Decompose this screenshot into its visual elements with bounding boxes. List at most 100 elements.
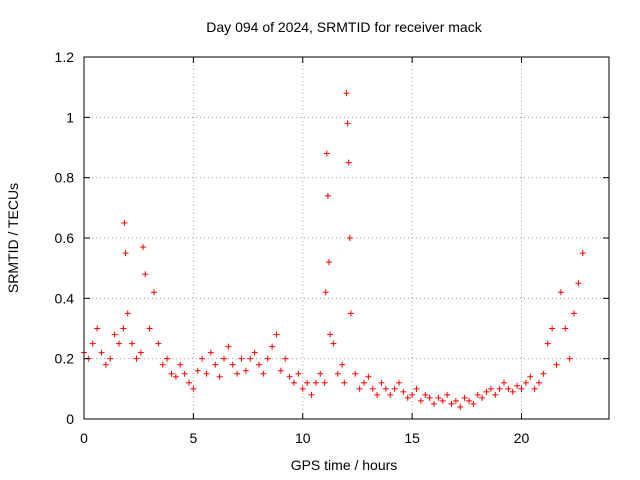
data-point — [120, 325, 127, 332]
data-point — [137, 349, 144, 356]
data-point — [409, 391, 416, 398]
data-point — [159, 361, 166, 368]
data-points — [81, 90, 586, 410]
data-point — [116, 340, 122, 347]
data-point — [492, 391, 499, 398]
x-tick-label: 20 — [514, 430, 530, 446]
data-point — [579, 250, 586, 257]
data-point — [461, 394, 468, 401]
y-tick-label: 0.6 — [55, 230, 75, 246]
data-point — [531, 385, 538, 392]
data-point — [404, 394, 411, 401]
data-point — [308, 391, 315, 398]
data-point — [518, 385, 525, 392]
data-point — [186, 379, 192, 386]
data-point — [575, 280, 582, 287]
data-point — [549, 325, 556, 332]
data-point — [181, 370, 188, 377]
y-tick-label: 0.8 — [55, 170, 75, 186]
data-point — [251, 349, 258, 356]
data-point — [321, 379, 328, 386]
data-point — [352, 370, 359, 377]
data-point — [327, 331, 334, 338]
data-point — [140, 244, 147, 251]
data-point — [107, 355, 114, 362]
data-point — [94, 325, 101, 332]
data-point — [199, 355, 206, 362]
data-point — [566, 355, 573, 362]
data-point — [129, 340, 136, 347]
data-point — [479, 394, 486, 401]
data-point — [121, 219, 128, 226]
data-point — [322, 289, 329, 296]
data-point — [369, 385, 376, 392]
data-point — [474, 391, 481, 398]
data-point — [269, 343, 276, 350]
data-point — [457, 403, 464, 410]
data-point — [299, 385, 306, 392]
data-point — [225, 343, 232, 350]
data-point — [168, 370, 175, 377]
data-point — [326, 259, 332, 266]
data-point — [378, 379, 385, 386]
x-tick-label: 5 — [189, 430, 197, 446]
data-point — [133, 355, 140, 362]
data-point — [343, 90, 350, 97]
data-point — [557, 289, 564, 296]
data-point — [382, 385, 389, 392]
x-tick-label: 10 — [295, 430, 311, 446]
data-point — [304, 379, 311, 386]
data-point — [323, 150, 330, 157]
data-point — [190, 385, 197, 392]
data-point — [124, 310, 131, 317]
data-point — [571, 310, 577, 317]
data-point — [98, 349, 105, 356]
data-point — [312, 379, 319, 386]
data-point — [426, 394, 433, 401]
data-point — [151, 289, 157, 296]
y-axis-ticks: 0 0.2 0.4 0.6 0.8 1 1.2 — [55, 49, 609, 427]
data-point — [203, 370, 210, 377]
data-point — [413, 385, 420, 392]
y-tick-label: 1 — [66, 109, 74, 125]
data-point — [344, 120, 351, 127]
data-point — [264, 355, 271, 362]
data-point — [396, 379, 402, 386]
data-point — [439, 397, 446, 404]
data-point — [540, 370, 547, 377]
data-point — [273, 331, 280, 338]
data-point — [487, 385, 494, 392]
data-point — [291, 379, 297, 386]
x-axis-label: GPS time / hours — [291, 457, 398, 473]
chart-title: Day 094 of 2024, SRMTID for receiver mac… — [206, 19, 482, 35]
data-point — [444, 391, 451, 398]
data-point — [527, 373, 534, 380]
grid — [84, 57, 609, 419]
data-point — [422, 391, 429, 398]
data-point — [496, 385, 503, 392]
data-point — [122, 250, 129, 257]
data-point — [229, 361, 236, 368]
data-point — [361, 379, 367, 386]
data-point — [448, 400, 455, 407]
data-point — [216, 373, 223, 380]
data-point — [330, 340, 337, 347]
data-point — [194, 367, 201, 374]
data-point — [277, 367, 284, 374]
data-point — [155, 340, 162, 347]
data-point — [221, 355, 227, 362]
y-tick-label: 0 — [66, 411, 74, 427]
data-point — [346, 235, 353, 241]
data-point — [387, 391, 394, 398]
data-point — [400, 388, 407, 395]
data-point — [260, 370, 267, 377]
y-tick-label: 0.2 — [55, 351, 75, 367]
data-point — [501, 379, 507, 386]
data-point — [341, 379, 348, 386]
data-point — [514, 382, 521, 389]
data-point — [470, 400, 477, 407]
data-point — [365, 373, 372, 380]
data-point — [212, 361, 219, 368]
data-point — [339, 361, 346, 368]
